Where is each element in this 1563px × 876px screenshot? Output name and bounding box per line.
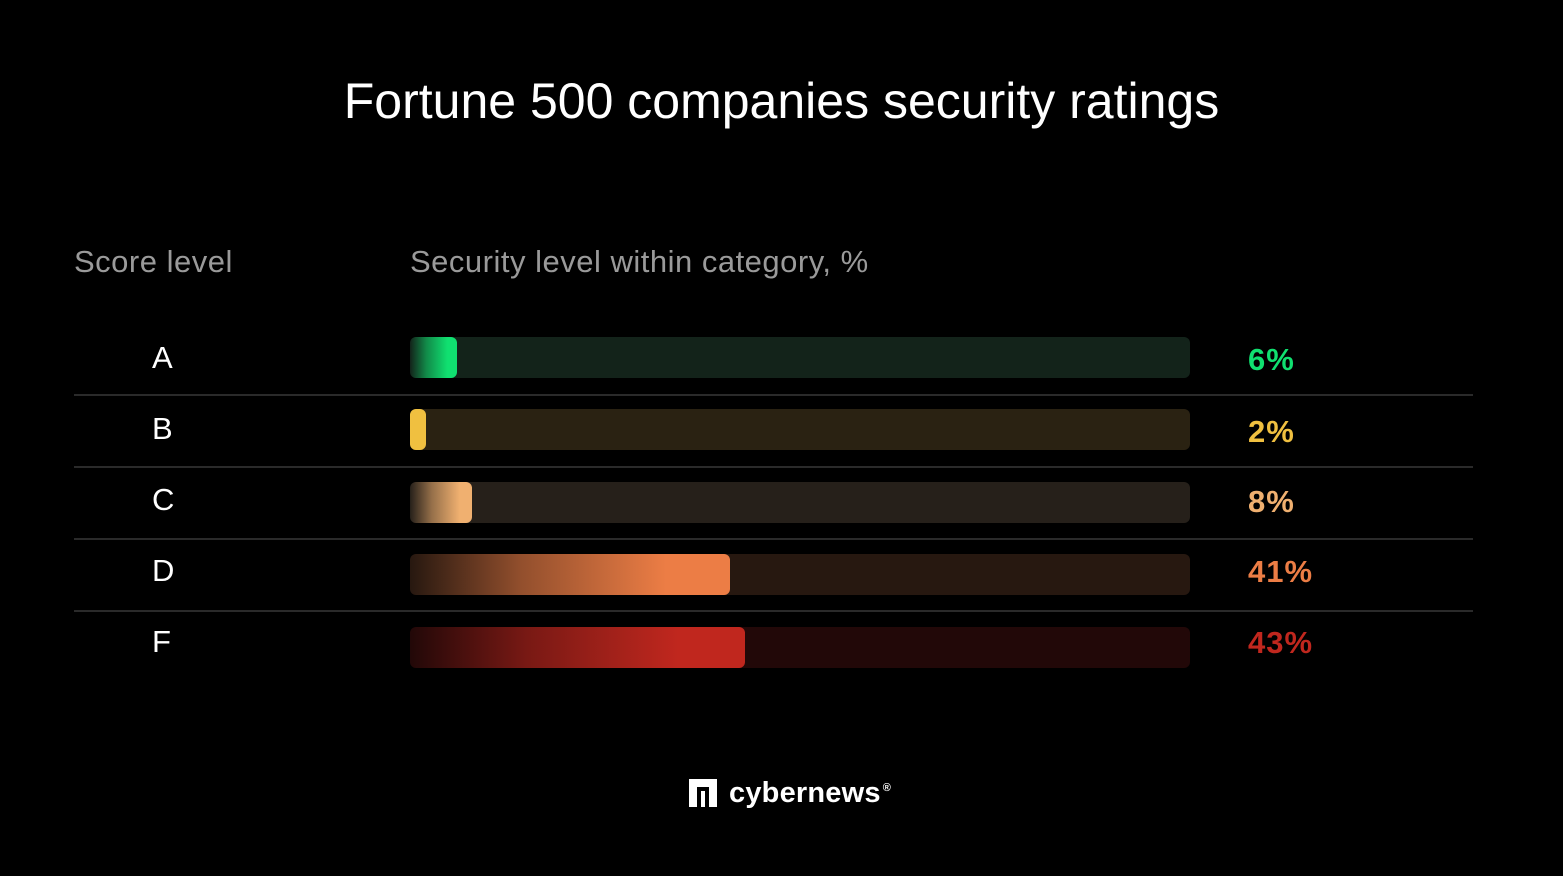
bar-d [410,554,730,595]
value-label-b: 2% [1248,414,1295,449]
chart-title: Fortune 500 companies security ratings [343,73,1220,129]
score-letter-d: D [152,553,175,588]
score-level-header: Score level [74,244,233,279]
value-label-c: 8% [1248,484,1295,519]
score-letter-c: C [152,482,175,517]
bar-track-d [410,554,1190,595]
value-label-f: 43% [1248,625,1314,660]
bar-track-b [410,409,1190,450]
score-letter-f: F [152,624,171,659]
cybernews-logo-icon [689,779,717,807]
brand-logo: cybernews ® [689,776,891,810]
value-label-a: 6% [1248,342,1295,377]
score-letter-b: B [152,411,173,446]
bar-track-a [410,337,1190,378]
security-level-header: Security level within category, % [410,244,869,279]
row-divider [74,538,1473,540]
bar-track-f [410,627,1190,668]
row-divider [74,610,1473,612]
bar-a [410,337,457,378]
bar-b [410,409,426,450]
bar-c [410,482,473,523]
bar-f [410,627,746,668]
brand-name: cybernews [729,776,881,809]
row-divider [74,394,1473,396]
bar-track-c [410,482,1190,523]
score-letter-a: A [152,340,173,375]
value-label-d: 41% [1248,554,1314,589]
registered-mark: ® [882,782,891,794]
row-divider [74,466,1473,468]
